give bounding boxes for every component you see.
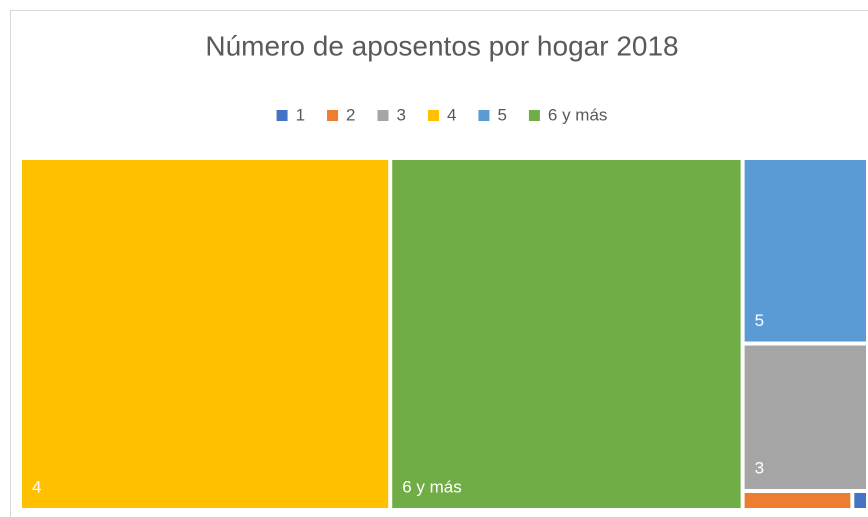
legend-label: 1 <box>296 105 305 124</box>
treemap-tile <box>22 160 389 508</box>
treemap-tile <box>854 492 866 508</box>
treemap-tile <box>744 345 866 489</box>
legend-label: 2 <box>346 105 355 124</box>
tile-label: 6 y más <box>402 477 462 496</box>
treemap-tile <box>392 160 741 508</box>
legend-swatch <box>427 110 439 121</box>
legend-label: 3 <box>397 105 406 124</box>
chart-title: Número de aposentos por hogar 2018 <box>205 30 678 61</box>
treemap-tile <box>744 160 866 342</box>
treemap-tile <box>744 492 851 508</box>
legend-label: 5 <box>497 105 506 124</box>
legend-label: 4 <box>447 105 456 124</box>
tile-label: 4 <box>32 477 41 496</box>
tile-label: 5 <box>755 311 764 330</box>
legend-swatch <box>478 110 490 121</box>
legend-swatch <box>528 110 540 121</box>
legend-label: 6 y más <box>548 105 608 124</box>
legend-swatch <box>276 110 288 121</box>
legend-swatch <box>377 110 389 121</box>
legend-swatch <box>327 110 339 121</box>
tile-label: 3 <box>755 458 764 477</box>
